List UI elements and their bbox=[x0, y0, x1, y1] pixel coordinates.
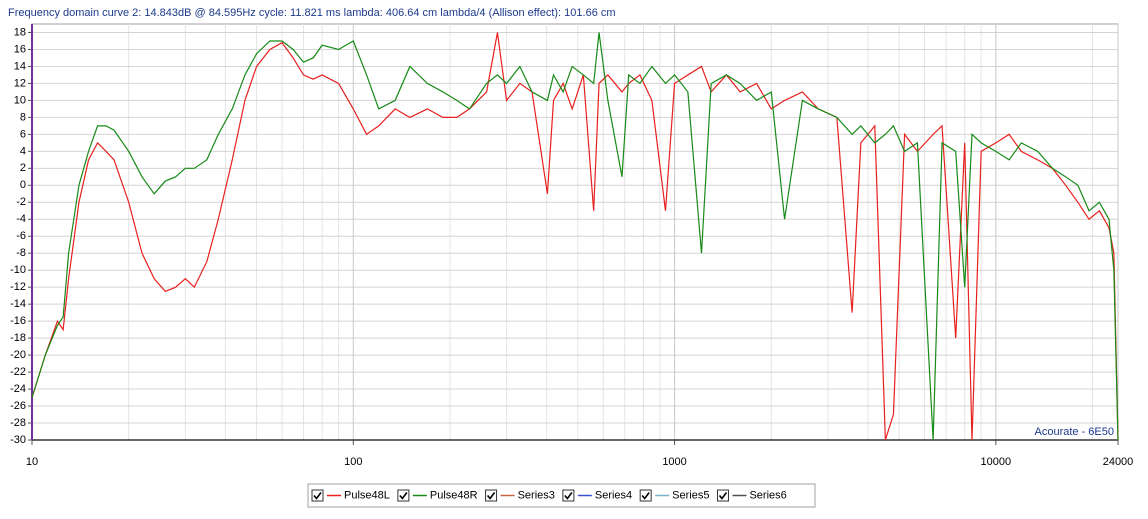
y-tick-label: 10 bbox=[14, 94, 26, 106]
y-tick-label: -18 bbox=[10, 332, 26, 344]
legend-checkbox[interactable] bbox=[716, 489, 729, 502]
legend-checkbox[interactable] bbox=[311, 489, 324, 502]
legend-label: Series3 bbox=[518, 489, 555, 501]
x-tick-label: 1000 bbox=[662, 456, 686, 468]
y-tick-label: -2 bbox=[16, 196, 26, 208]
y-tick-label: -6 bbox=[16, 230, 26, 242]
legend-item: Series5 bbox=[639, 489, 709, 502]
checkmark bbox=[564, 492, 573, 500]
y-tick-label: -22 bbox=[10, 366, 26, 378]
y-tick-label: 4 bbox=[20, 145, 26, 157]
y-tick-label: 8 bbox=[20, 111, 26, 123]
y-tick-label: -12 bbox=[10, 281, 26, 293]
y-tick-label: 12 bbox=[14, 77, 26, 89]
y-tick-label: -28 bbox=[10, 417, 26, 429]
y-tick-label: 6 bbox=[20, 128, 26, 140]
y-tick-label: -4 bbox=[16, 213, 26, 225]
x-tick-label: 10000 bbox=[981, 456, 1012, 468]
legend-item: Pulse48R bbox=[397, 489, 478, 502]
x-tick-label: 24000 bbox=[1103, 456, 1134, 468]
y-tick-label: 16 bbox=[14, 43, 26, 55]
y-tick-label: -26 bbox=[10, 400, 26, 412]
y-tick-label: 14 bbox=[14, 60, 26, 72]
y-tick-label: -20 bbox=[10, 349, 26, 361]
legend-label: Series4 bbox=[595, 489, 632, 501]
legend-item: Series3 bbox=[485, 489, 555, 502]
checkmark bbox=[399, 492, 408, 500]
y-tick-label: -24 bbox=[10, 383, 26, 395]
y-tick-label: -10 bbox=[10, 264, 26, 276]
plot-area bbox=[31, 23, 1119, 441]
checkmark bbox=[313, 492, 322, 500]
y-tick-label: 18 bbox=[14, 26, 26, 38]
checkmark bbox=[486, 492, 496, 500]
legend-label: Pulse48L bbox=[344, 489, 390, 501]
y-tick-label: -8 bbox=[16, 247, 26, 259]
legend-checkbox[interactable] bbox=[639, 489, 652, 502]
legend-checkbox[interactable] bbox=[485, 489, 498, 502]
series-line bbox=[31, 32, 1119, 441]
legend-checkbox[interactable] bbox=[562, 489, 575, 502]
x-tick-label: 10 bbox=[26, 456, 38, 468]
y-tick-label: -16 bbox=[10, 315, 26, 327]
legend-item: Pulse48L bbox=[311, 489, 390, 502]
y-tick-label: 2 bbox=[20, 162, 26, 174]
x-tick-label: 100 bbox=[344, 456, 362, 468]
legend-box bbox=[307, 483, 816, 508]
annotation: Acourate - 6E50 bbox=[1035, 426, 1115, 438]
series-line bbox=[31, 32, 1119, 441]
chart-title: Frequency domain curve 2: 14.843dB @ 84.… bbox=[8, 7, 616, 19]
checkmark bbox=[641, 492, 650, 500]
legend-label: Series6 bbox=[749, 489, 786, 501]
y-tick-label: -30 bbox=[10, 434, 26, 446]
y-tick-label: 0 bbox=[20, 179, 26, 191]
checkmark bbox=[718, 492, 728, 500]
legend-checkbox[interactable] bbox=[397, 489, 410, 502]
legend-item: Series4 bbox=[562, 489, 632, 502]
legend-item: Series6 bbox=[716, 489, 787, 502]
y-tick-label: -14 bbox=[10, 298, 26, 310]
legend-label: Series5 bbox=[672, 489, 709, 501]
legend-label: Pulse48R bbox=[430, 489, 478, 501]
